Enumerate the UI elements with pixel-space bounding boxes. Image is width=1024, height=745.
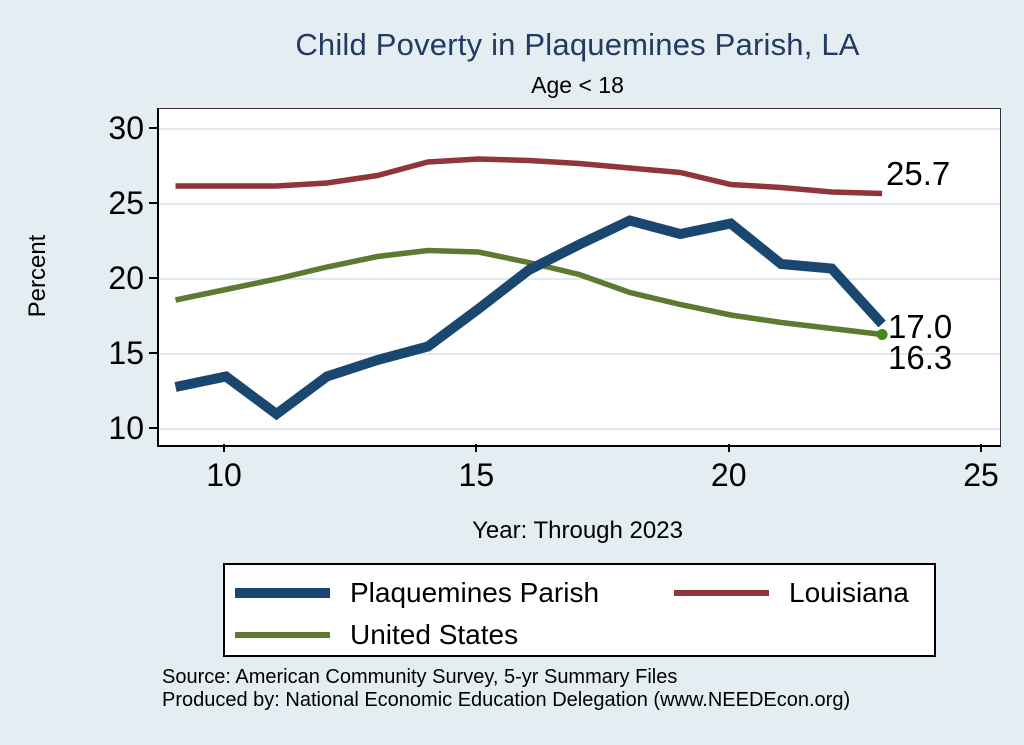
plot-area: [157, 108, 1001, 447]
y-tick-mark: [149, 277, 157, 279]
x-tick-mark: [223, 444, 225, 452]
y-tick-mark: [149, 427, 157, 429]
y-tick-label: 15: [108, 335, 144, 371]
legend-label-plaquemines: Plaquemines Parish: [350, 577, 600, 608]
chart-svg: [159, 128, 1000, 430]
y-tick-mark: [149, 352, 157, 354]
x-tick-label: 20: [710, 457, 747, 493]
legend-label-louisiana: Louisiana: [789, 577, 909, 608]
x-tick-label: 25: [963, 457, 999, 493]
y-tick-mark: [149, 202, 157, 204]
x-tick-mark: [475, 444, 478, 452]
y-tick-label: 30: [108, 110, 144, 146]
y-tick-label: 25: [108, 185, 144, 221]
legend-swatch-louisiana: [674, 590, 769, 596]
produced-by-line: Produced by: National Economic Education…: [162, 688, 851, 711]
end-value-label-louisiana: 25.7: [886, 155, 951, 192]
source-note: Source: American Community Survey, 5-yr …: [162, 666, 1002, 711]
line-plaquemines-parish: [174, 215, 886, 421]
y-axis-label: Percent: [24, 234, 51, 318]
end-point-dot: [876, 329, 888, 340]
y-tick-mark: [149, 127, 157, 129]
x-tick-label: 10: [206, 457, 242, 493]
y-tick-label: 10: [108, 410, 144, 446]
line-louisiana: [175, 156, 883, 197]
legend-swatch-united-states: [235, 632, 330, 638]
source-line: Source: American Community Survey, 5-yr …: [162, 666, 678, 688]
chart-title: Child Poverty in Plaquemines Parish, LA: [295, 27, 860, 62]
y-tick-label: 20: [108, 260, 144, 296]
legend-swatch-plaquemines: [235, 588, 330, 598]
legend-label-united-states: United States: [350, 619, 519, 650]
chart-subtitle: Age < 18: [531, 72, 624, 98]
end-value-label-plaquemines: 17.0: [888, 308, 953, 345]
line-united-states: [174, 247, 883, 338]
x-tick-mark: [980, 444, 983, 452]
end-value-label-united-states: 16.3: [888, 339, 953, 376]
legend: Plaquemines Parish Louisiana United Stat…: [223, 563, 936, 657]
x-tick-mark: [727, 444, 730, 452]
x-tick-label: 15: [458, 457, 495, 493]
x-axis-label: Year: Through 2023: [472, 517, 683, 544]
